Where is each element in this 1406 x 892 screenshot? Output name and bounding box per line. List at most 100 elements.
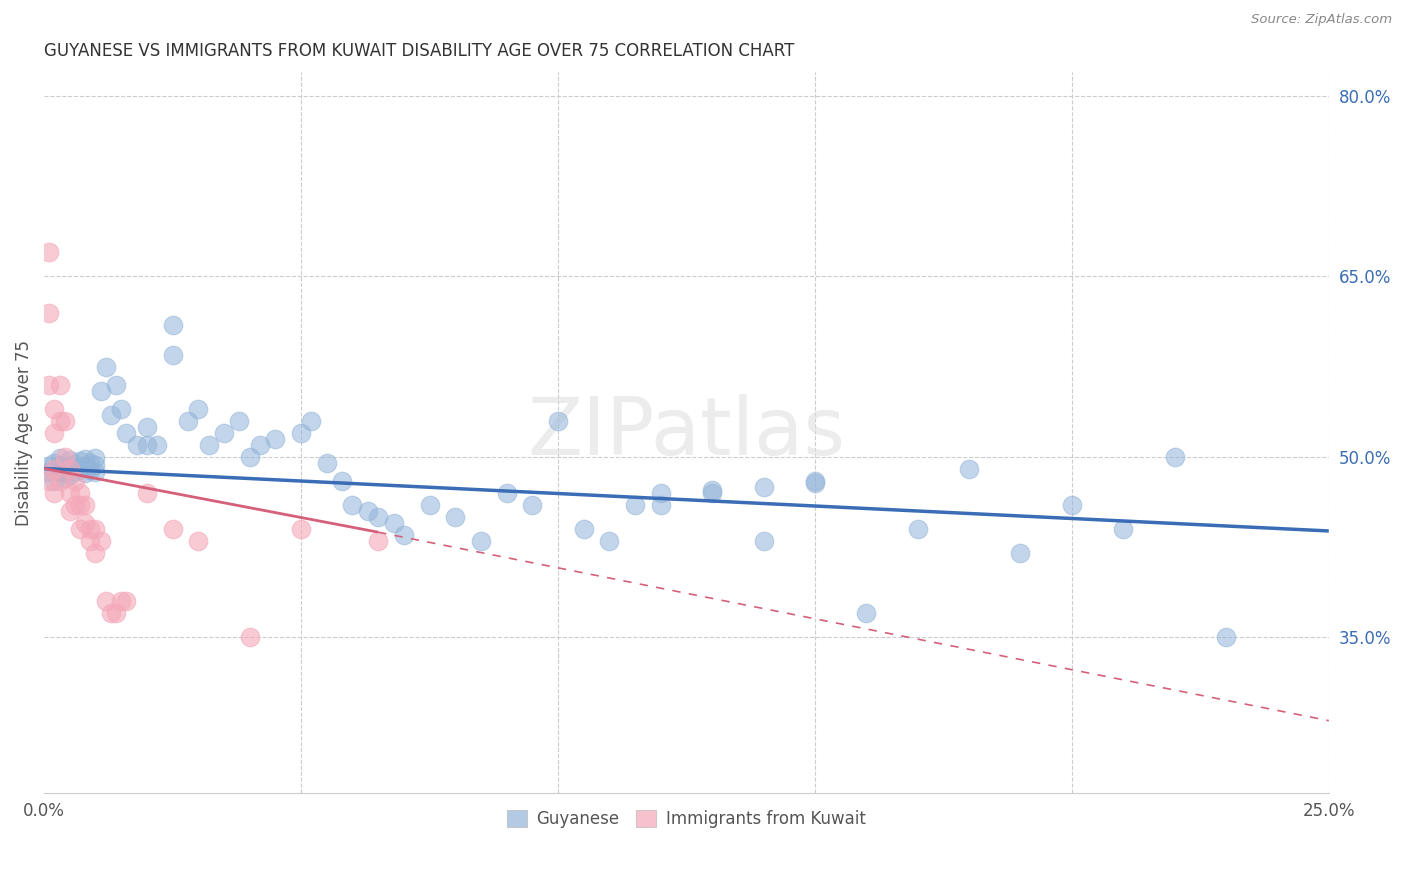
Point xyxy=(59,453,82,467)
Point xyxy=(79,463,101,477)
Point xyxy=(342,498,364,512)
Point xyxy=(63,464,86,478)
Point xyxy=(79,533,101,548)
Text: Source: ZipAtlas.com: Source: ZipAtlas.com xyxy=(1251,13,1392,27)
Point xyxy=(1010,545,1032,559)
Point xyxy=(75,498,97,512)
Point xyxy=(146,437,169,451)
Point xyxy=(44,474,66,488)
Point xyxy=(197,437,219,451)
Point xyxy=(75,516,97,530)
Point xyxy=(162,318,184,332)
Point xyxy=(84,458,107,472)
Point xyxy=(135,437,157,451)
Point xyxy=(249,437,271,451)
Point xyxy=(290,425,312,440)
Point xyxy=(1215,630,1237,644)
Point xyxy=(44,456,66,470)
Point xyxy=(84,522,107,536)
Point xyxy=(115,593,138,607)
Point xyxy=(53,465,76,479)
Point xyxy=(957,461,980,475)
Point xyxy=(53,471,76,485)
Point xyxy=(239,450,262,464)
Point xyxy=(239,630,262,644)
Point xyxy=(90,384,112,398)
Point xyxy=(44,461,66,475)
Point xyxy=(69,461,91,475)
Point xyxy=(69,454,91,468)
Point xyxy=(804,475,827,490)
Point xyxy=(69,522,91,536)
Point xyxy=(187,401,209,416)
Point xyxy=(290,522,312,536)
Point xyxy=(125,437,148,451)
Point xyxy=(177,413,200,427)
Point xyxy=(53,413,76,427)
Point xyxy=(94,593,117,607)
Point xyxy=(495,485,517,500)
Point xyxy=(522,498,544,512)
Point xyxy=(63,474,86,488)
Point xyxy=(110,593,132,607)
Point xyxy=(135,485,157,500)
Point xyxy=(357,503,380,517)
Point xyxy=(38,465,60,479)
Text: ZIPatlas: ZIPatlas xyxy=(527,393,845,472)
Point xyxy=(105,377,128,392)
Point xyxy=(84,465,107,479)
Text: GUYANESE VS IMMIGRANTS FROM KUWAIT DISABILITY AGE OVER 75 CORRELATION CHART: GUYANESE VS IMMIGRANTS FROM KUWAIT DISAB… xyxy=(44,42,794,60)
Point xyxy=(100,606,122,620)
Point xyxy=(752,533,775,548)
Point xyxy=(38,474,60,488)
Point xyxy=(115,425,138,440)
Point xyxy=(79,522,101,536)
Point xyxy=(75,460,97,475)
Point xyxy=(264,432,287,446)
Point xyxy=(547,413,569,427)
Point xyxy=(48,465,70,479)
Point xyxy=(162,522,184,536)
Point xyxy=(44,485,66,500)
Point xyxy=(59,461,82,475)
Point xyxy=(84,545,107,559)
Point xyxy=(48,377,70,392)
Point xyxy=(624,498,647,512)
Point xyxy=(804,474,827,488)
Point xyxy=(48,450,70,465)
Point xyxy=(63,498,86,512)
Point xyxy=(59,485,82,500)
Point xyxy=(135,419,157,434)
Point xyxy=(367,533,389,548)
Point xyxy=(94,359,117,374)
Point xyxy=(598,533,620,548)
Point xyxy=(59,467,82,482)
Point xyxy=(700,483,723,498)
Point xyxy=(38,459,60,474)
Point xyxy=(90,533,112,548)
Point xyxy=(162,347,184,361)
Y-axis label: Disability Age Over 75: Disability Age Over 75 xyxy=(15,340,32,525)
Point xyxy=(105,606,128,620)
Point xyxy=(1112,522,1135,536)
Point xyxy=(59,503,82,517)
Legend: Guyanese, Immigrants from Kuwait: Guyanese, Immigrants from Kuwait xyxy=(501,803,873,835)
Point xyxy=(1060,498,1083,512)
Point xyxy=(44,425,66,440)
Point xyxy=(69,485,91,500)
Point xyxy=(79,456,101,470)
Point xyxy=(392,527,415,541)
Point xyxy=(75,467,97,481)
Point xyxy=(855,606,877,620)
Point xyxy=(418,498,440,512)
Point xyxy=(38,305,60,319)
Point xyxy=(299,413,322,427)
Point xyxy=(84,450,107,465)
Point xyxy=(752,479,775,493)
Point xyxy=(48,474,70,488)
Point xyxy=(650,498,672,512)
Point xyxy=(48,413,70,427)
Point xyxy=(44,401,66,416)
Point xyxy=(382,516,405,530)
Point xyxy=(63,457,86,471)
